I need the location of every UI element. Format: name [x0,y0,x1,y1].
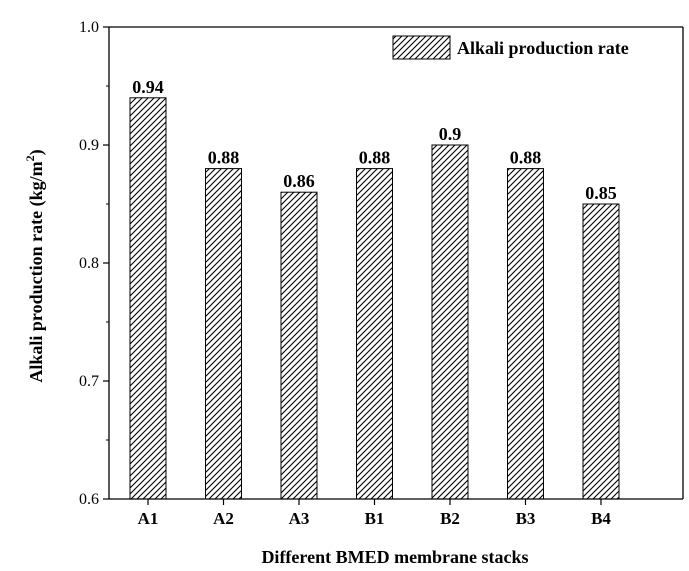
y-tick-label: 0.8 [79,255,99,272]
data-label-b3: 0.88 [510,148,542,168]
data-label-b4: 0.85 [585,183,617,203]
x-tick-label-a1: A1 [138,509,159,528]
legend-swatch [392,35,451,60]
bar-a1 [129,97,167,500]
bar-b4 [582,203,620,500]
bars-layer [129,97,620,500]
data-label-b2: 0.9 [439,124,462,144]
data-label-b1: 0.88 [359,148,391,168]
data-label-a3: 0.86 [283,171,315,191]
bar-b3 [507,168,544,500]
bar-b2 [431,144,469,500]
bar-b1 [356,168,393,500]
x-axis-title: Different BMED membrane stacks [261,547,528,567]
bar-a2 [205,168,242,500]
axes-layer: 0.6 0.7 0.8 0.9 1.0 A1 A2 A3 B1 B2 B3 B4 [79,19,684,528]
data-labels-layer: 0.94 0.88 0.86 0.88 0.9 0.88 0.85 [132,77,617,203]
bar-a3 [280,191,318,500]
x-tick-label-a2: A2 [213,509,234,528]
y-axis-title: Alkali production rate (kg/m2) [23,149,47,382]
x-tick-label-b3: B3 [516,509,536,528]
x-tick-label-b1: B1 [365,509,385,528]
x-tick-label-b2: B2 [440,509,460,528]
legend-label: Alkali production rate [457,38,629,58]
y-tick-label: 0.9 [79,137,99,154]
y-tick-label: 1.0 [79,19,99,36]
x-tick-label-b4: B4 [591,509,611,528]
data-label-a2: 0.88 [208,148,240,168]
x-tick-label-a3: A3 [289,509,310,528]
data-label-a1: 0.94 [132,77,164,97]
y-tick-label: 0.6 [79,491,99,508]
legend: Alkali production rate [392,35,629,60]
y-tick-label: 0.7 [79,373,99,390]
